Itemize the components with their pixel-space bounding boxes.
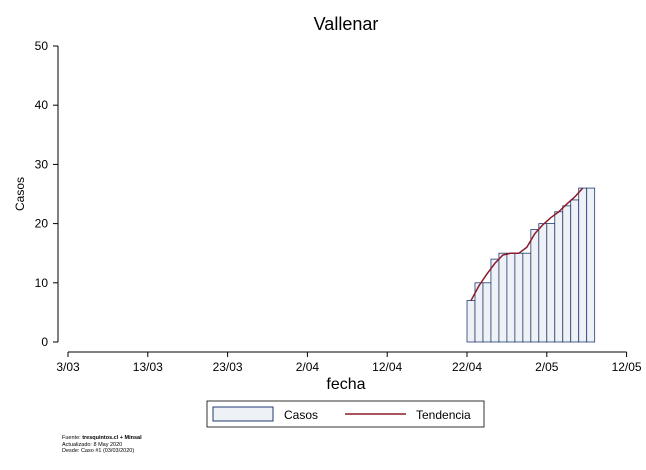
updated-line: Actualizado: 8 May 2020 xyxy=(62,441,123,448)
trend-series xyxy=(470,187,584,301)
legend-label-tendencia: Tendencia xyxy=(416,408,471,422)
bar xyxy=(490,258,500,343)
bar xyxy=(570,199,580,343)
x-tick-label: 23/03 xyxy=(213,360,243,374)
source-line: Fuente: tresquintos.cl + Minsal xyxy=(62,435,142,442)
x-axis: 3/03 13/03 23/03 2/04 12/04 22/04 2/05 12/05 xyxy=(56,351,642,374)
bar xyxy=(522,252,532,343)
source-note: Fuente: tresquintos.cl + Minsal Actualiz… xyxy=(62,435,142,455)
legend: Casos Tendencia xyxy=(206,400,485,428)
y-tick-label: 20 xyxy=(35,217,49,231)
bar xyxy=(466,300,476,343)
legend-swatch-casos xyxy=(212,406,274,422)
source-prefix: Fuente: xyxy=(62,435,83,441)
x-tick-label: 22/04 xyxy=(452,360,482,374)
bar xyxy=(538,223,548,343)
trend-line xyxy=(470,187,584,301)
bar xyxy=(482,282,492,343)
y-tick-label: 40 xyxy=(35,98,49,112)
bar xyxy=(498,252,508,343)
bar xyxy=(546,223,556,343)
y-tick-label: 50 xyxy=(35,39,49,53)
bar xyxy=(506,252,516,343)
y-axis: 0 10 20 30 40 50 xyxy=(35,39,59,349)
bar xyxy=(554,211,564,343)
x-tick-label: 12/05 xyxy=(612,360,642,374)
bar xyxy=(514,252,524,343)
legend-label-casos: Casos xyxy=(284,408,318,422)
x-tick-label: 2/04 xyxy=(296,360,320,374)
source-name: tresquintos.cl + Minsal xyxy=(82,435,142,441)
bar xyxy=(562,205,572,343)
x-tick-label: 3/03 xyxy=(56,360,80,374)
y-tick-label: 0 xyxy=(41,335,48,349)
x-tick-label: 12/04 xyxy=(372,360,402,374)
x-tick-label: 2/05 xyxy=(535,360,559,374)
bar xyxy=(578,187,588,343)
since-line: Desde: Caso #1 (03/03/2020) xyxy=(62,448,135,454)
y-tick-label: 10 xyxy=(35,276,49,290)
bar xyxy=(530,229,540,343)
y-tick-label: 30 xyxy=(35,157,49,171)
x-tick-label: 13/03 xyxy=(133,360,163,374)
x-axis-label: fecha xyxy=(326,376,365,393)
bar xyxy=(586,187,596,343)
bar-series xyxy=(466,187,596,343)
chart-title: Vallenar xyxy=(314,14,379,34)
y-axis-label: Casos xyxy=(13,177,27,211)
